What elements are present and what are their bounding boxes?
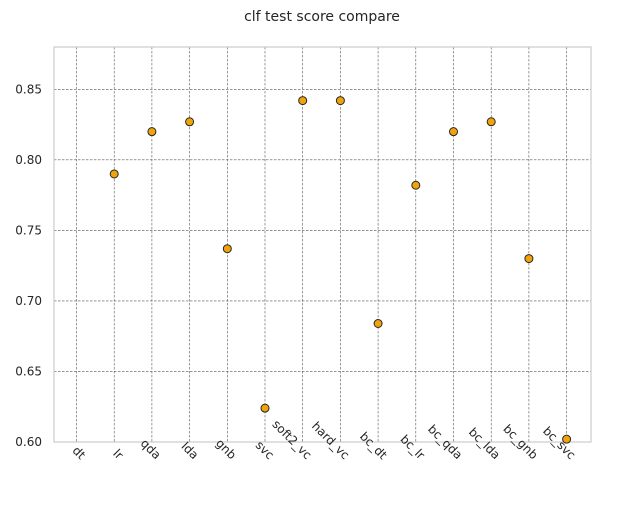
data-point: [562, 434, 572, 444]
data-point: [109, 169, 119, 179]
x-tick-label: hard_vc: [309, 419, 352, 462]
data-point: [524, 254, 534, 264]
data-point: [373, 319, 383, 328]
x-tick-label: lr: [110, 446, 126, 462]
data-point: [260, 403, 270, 413]
x-tick-label: lda: [179, 439, 202, 462]
x-tick-label: gnb: [213, 436, 239, 462]
data-point: [298, 96, 308, 106]
y-tick-label: 0.85: [15, 82, 42, 96]
x-tick-label: bc_dt: [357, 429, 390, 462]
y-tick-label: 0.80: [15, 153, 42, 167]
data-point: [222, 244, 232, 254]
chart-title: clf test score compare: [244, 9, 400, 25]
data-point: [486, 117, 496, 127]
data-point: [411, 180, 421, 190]
data-point: [449, 127, 458, 137]
plot-frame: [53, 46, 592, 443]
x-tick-label: soft2_vc: [269, 417, 314, 462]
data-point: [335, 96, 345, 106]
y-axis-tick-labels: 0.60 0.65 0.70 0.75 0.80 0.85: [15, 82, 42, 449]
x-tick-label: bc_svc: [540, 424, 578, 462]
grid-lines: [54, 47, 591, 443]
data-point: [185, 117, 195, 127]
x-tick-label: dt: [70, 444, 89, 463]
x-tick-label: bc_lr: [398, 432, 428, 462]
x-tick-label: bc_lda: [466, 425, 503, 462]
y-tick-label: 0.60: [15, 435, 42, 449]
y-tick-label: 0.70: [15, 294, 42, 308]
y-tick-label: 0.75: [15, 223, 42, 237]
data-point: [147, 127, 157, 137]
data-points: [109, 96, 572, 444]
y-tick-label: 0.65: [15, 364, 42, 378]
x-tick-label: qda: [138, 436, 164, 462]
